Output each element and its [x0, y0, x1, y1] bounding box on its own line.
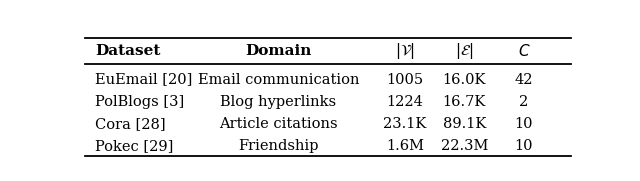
Text: 42: 42	[515, 73, 533, 87]
Text: Cora [28]: Cora [28]	[95, 117, 166, 131]
Text: 1005: 1005	[387, 73, 424, 87]
Text: 23.1K: 23.1K	[383, 117, 427, 131]
Text: Dataset: Dataset	[95, 44, 160, 58]
Text: Friendship: Friendship	[238, 139, 319, 153]
Text: 16.0K: 16.0K	[443, 73, 486, 87]
Text: 10: 10	[515, 117, 533, 131]
Text: PolBlogs [3]: PolBlogs [3]	[95, 95, 184, 109]
Text: Email communication: Email communication	[198, 73, 359, 87]
Text: 10: 10	[515, 139, 533, 153]
Text: $|\mathcal{E}|$: $|\mathcal{E}|$	[455, 41, 474, 61]
Text: Blog hyperlinks: Blog hyperlinks	[220, 95, 337, 109]
Text: 1.6M: 1.6M	[386, 139, 424, 153]
Text: Article citations: Article citations	[219, 117, 338, 131]
Text: $|\mathcal{V}|$: $|\mathcal{V}|$	[395, 41, 415, 61]
Text: EuEmail [20]: EuEmail [20]	[95, 73, 192, 87]
Text: 1224: 1224	[387, 95, 423, 109]
Text: Pokec [29]: Pokec [29]	[95, 139, 173, 153]
Text: 16.7K: 16.7K	[443, 95, 486, 109]
Text: 22.3M: 22.3M	[441, 139, 488, 153]
Text: 89.1K: 89.1K	[443, 117, 486, 131]
Text: 2: 2	[519, 95, 529, 109]
Text: Domain: Domain	[245, 44, 312, 58]
Text: $C$: $C$	[518, 43, 530, 59]
